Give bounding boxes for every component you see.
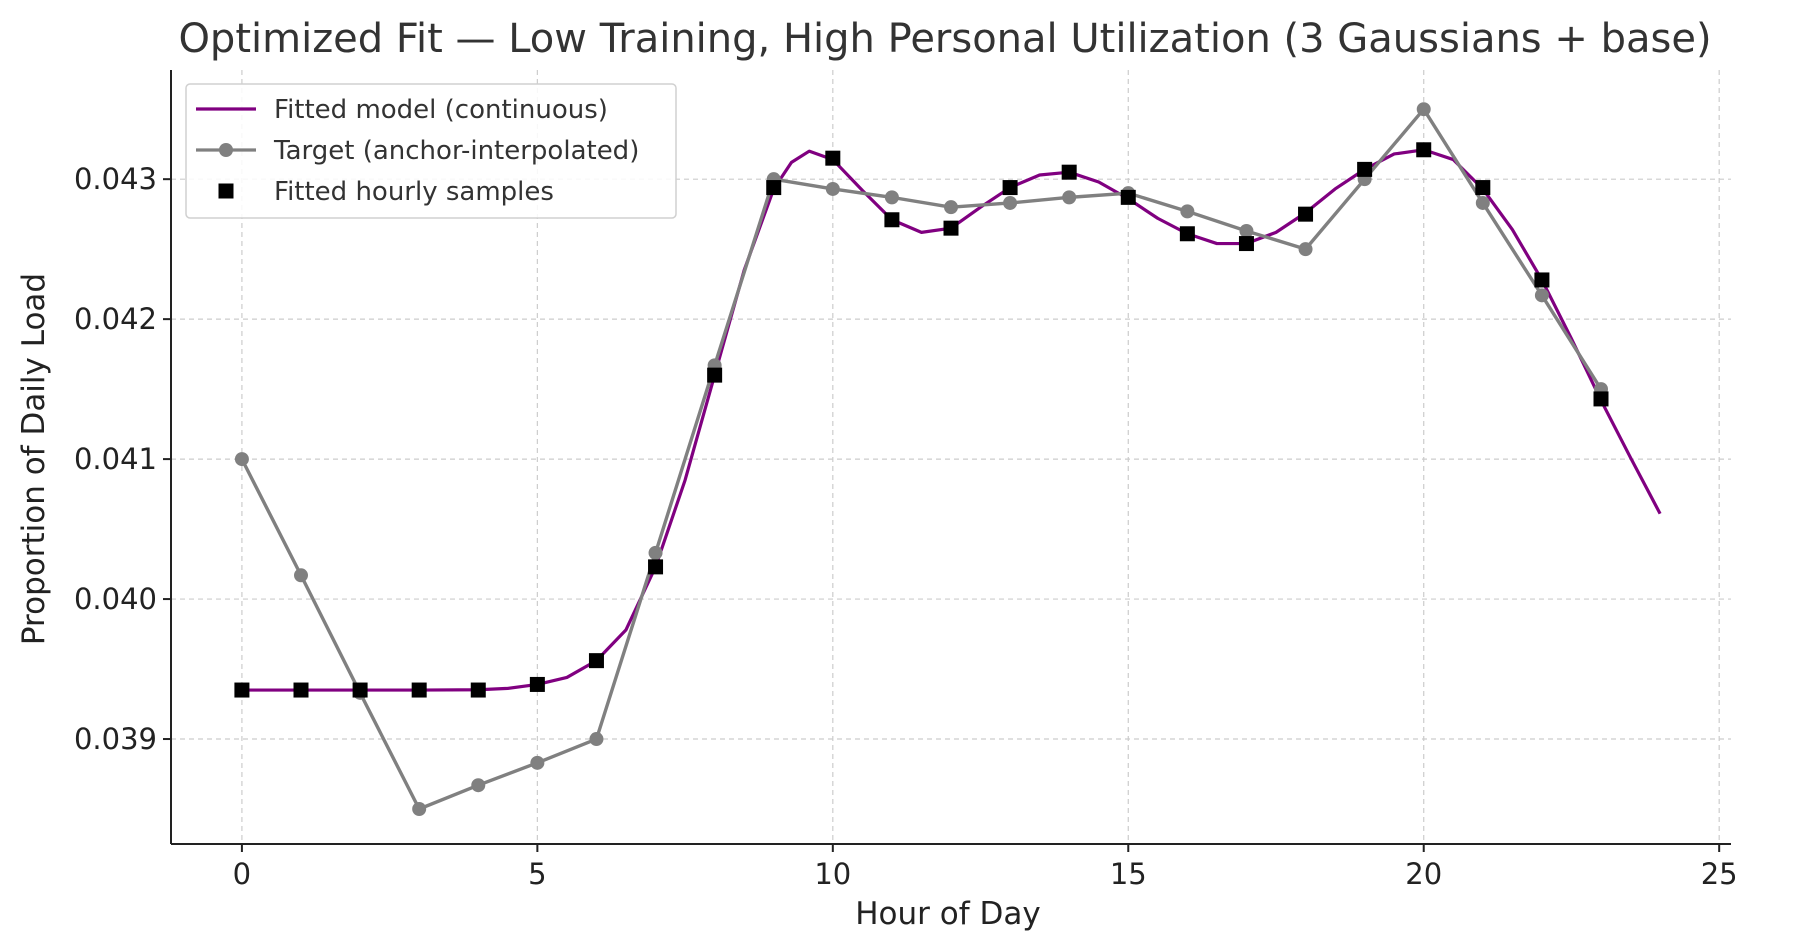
legend-entry-label: Fitted hourly samples — [274, 177, 554, 207]
target-point — [648, 545, 663, 560]
target-point — [884, 190, 899, 205]
target-point — [234, 452, 249, 467]
x-tick-label: 25 — [1701, 857, 1738, 891]
legend-swatch-marker — [219, 143, 233, 157]
fitted-sample-point — [943, 220, 959, 236]
y-tick-label: 0.043 — [74, 162, 157, 196]
fitted-sample-point — [1475, 180, 1491, 196]
target-point — [1416, 102, 1431, 117]
fitted-model-line — [241, 148, 1662, 692]
target-point — [1534, 288, 1549, 303]
legend-entry-label: Fitted model (continuous) — [274, 95, 608, 125]
target-point — [412, 802, 427, 817]
target-point — [589, 732, 604, 747]
fitted-sample-point — [529, 676, 545, 692]
fitted-sample-point — [1534, 272, 1550, 288]
x-tick-label: 20 — [1405, 857, 1442, 891]
fitted-sample-point — [648, 559, 664, 575]
x-tick-label: 0 — [233, 857, 251, 891]
target-point — [1003, 195, 1018, 210]
legend-box — [185, 83, 677, 219]
fitted-sample-point — [293, 682, 309, 698]
fitted-sample-point — [1179, 226, 1195, 242]
y-tick-label: 0.040 — [74, 582, 157, 616]
y-axis-label: Proportion of Daily Load — [16, 273, 52, 645]
fitted-sample-point — [1120, 189, 1136, 205]
x-tick-label: 5 — [528, 857, 546, 891]
target-point — [825, 181, 840, 196]
fitted-sample-point — [1238, 236, 1254, 252]
x-axis-label: Hour of Day — [855, 896, 1040, 932]
fitted-sample-point — [1298, 206, 1314, 222]
chart-title: Optimized Fit — Low Training, High Perso… — [178, 16, 1711, 62]
fitted-sample-point — [884, 212, 900, 228]
y-tick-label: 0.041 — [74, 442, 157, 476]
target-point — [471, 778, 486, 793]
y-tick-label: 0.042 — [74, 302, 157, 336]
target-point — [294, 568, 308, 583]
fitted-sample-point — [352, 682, 368, 698]
y-tick-label: 0.039 — [74, 722, 157, 756]
fitted-sample-point — [1416, 142, 1432, 158]
target-point — [1062, 190, 1077, 205]
axes-layer: 0 5 10 15 20 25 0.039 0.040 0.041 0.042 0.043 — [74, 70, 1738, 891]
fitted-sample-point — [707, 367, 723, 383]
fitted-sample-point — [766, 180, 782, 196]
target-line — [240, 107, 1603, 811]
fitted-sample-point — [411, 682, 427, 698]
target-point — [1239, 223, 1254, 238]
x-tick-label: 15 — [1110, 857, 1147, 891]
fitted-sample-point — [825, 150, 841, 166]
fitted-sample-point — [1593, 391, 1609, 407]
target-point — [1298, 242, 1313, 257]
target-point — [1475, 195, 1490, 210]
target-point — [1180, 204, 1195, 219]
fitted-sample-point — [1061, 164, 1077, 180]
legend: Fitted model (continuous) Target (anchor-… — [185, 83, 677, 219]
target-point — [530, 755, 545, 770]
x-tick-label: 10 — [814, 857, 851, 891]
fitted-sample-point — [1002, 180, 1018, 196]
fitted-sample-point — [1357, 161, 1373, 177]
legend-entry-label: Target (anchor-interpolated) — [273, 136, 639, 166]
fitted-sample-point — [234, 682, 250, 698]
legend-swatch-marker — [218, 183, 234, 199]
target-point — [944, 200, 958, 215]
fitted-sample-point — [588, 653, 604, 669]
series-layer — [234, 102, 1662, 817]
fitted-sample-point — [470, 682, 486, 698]
